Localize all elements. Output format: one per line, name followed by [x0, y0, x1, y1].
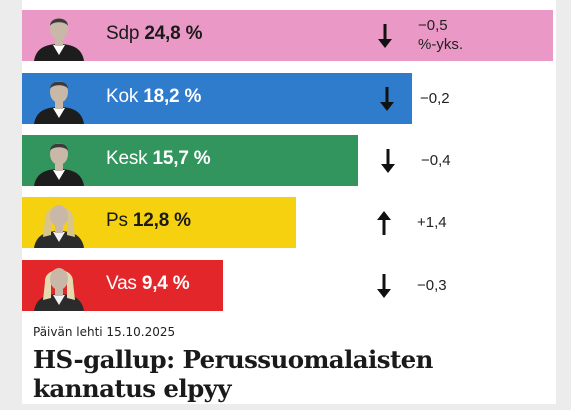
party-name: Kesk: [106, 148, 148, 169]
portrait-ps: [34, 205, 84, 248]
change-label: −0,2: [420, 90, 450, 107]
bar-row-kok[interactable]: Kok 18,2 % −0,2: [22, 73, 552, 124]
bar-sdp: [22, 10, 553, 61]
party-name: Vas: [106, 273, 137, 294]
page-margin-bottom: [22, 404, 556, 410]
change-value: +1,4: [417, 213, 447, 232]
change-label: −0,3: [417, 277, 447, 294]
trend-down-icon: [380, 87, 394, 111]
party-value: 12,8 %: [132, 210, 191, 231]
trend-down-icon: [378, 24, 392, 48]
party-value: 24,8 %: [144, 23, 203, 44]
change-value: −0,3: [417, 276, 447, 295]
change-value: −0,4: [421, 151, 451, 170]
bar-row-ps[interactable]: Ps 12,8 % +1,4: [22, 197, 552, 248]
bar-row-vas[interactable]: Vas 9,4 % −0,3: [22, 260, 552, 311]
trend-up-icon: [377, 211, 391, 235]
portrait-kesk: [34, 143, 84, 186]
change-value: −0,5 %-yks.: [418, 16, 463, 54]
bar-kok: [22, 73, 412, 124]
bar-label: Kesk 15,7 %: [106, 148, 211, 170]
bar-label: Ps 12,8 %: [106, 210, 191, 232]
bar-label: Vas 9,4 %: [106, 273, 190, 295]
bar-row-kesk[interactable]: Kesk 15,7 % −0,4: [22, 135, 552, 186]
date-line: Päivän lehti 15.10.2025: [33, 325, 176, 339]
article-headline[interactable]: HS-gallup: Perussuomalaisten kannatus el…: [33, 345, 433, 403]
portrait-sdp: [34, 18, 84, 61]
change-value: −0,2: [420, 89, 450, 108]
page-margin-left: [0, 0, 22, 410]
trend-down-icon: [377, 274, 391, 298]
change-unit: %-yks.: [418, 36, 463, 53]
bar-row-sdp[interactable]: Sdp 24,8 % −0,5 %-yks.: [22, 10, 553, 61]
portrait-vas: [34, 268, 84, 311]
change-label: +1,4: [417, 214, 447, 231]
party-name: Kok: [106, 86, 139, 107]
party-value: 9,4 %: [141, 273, 190, 294]
change-label: −0,4: [421, 152, 451, 169]
party-value: 18,2 %: [143, 86, 202, 107]
bar-label: Kok 18,2 %: [106, 86, 201, 108]
page-margin-right: [556, 0, 571, 410]
change-label: −0,5: [418, 17, 448, 34]
bar-label: Sdp 24,8 %: [106, 23, 202, 45]
party-name: Ps: [106, 210, 128, 231]
party-value: 15,7 %: [152, 148, 211, 169]
portrait-kok: [34, 81, 84, 124]
trend-down-icon: [381, 149, 395, 173]
party-name: Sdp: [106, 23, 140, 44]
